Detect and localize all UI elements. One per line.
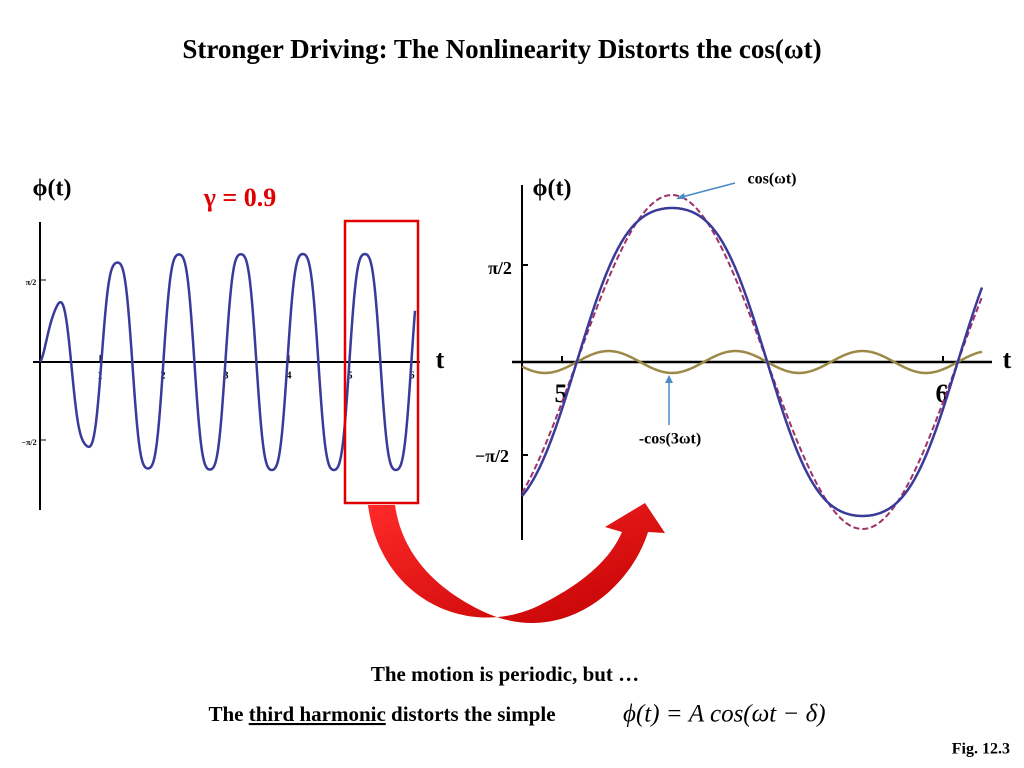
y-tick-label: π/2 (488, 258, 512, 278)
caption-line: The third harmonic distorts the simple (208, 702, 555, 726)
y-label: ϕ(t) (533, 176, 572, 202)
pointer-head (665, 375, 673, 383)
title: Stronger Driving: The Nonlinearity Disto… (182, 34, 821, 64)
figure-label: Fig. 12.3 (952, 741, 1010, 758)
third-harmonic-curve (521, 349, 983, 375)
pointer (677, 182, 736, 199)
y-tick-label: π/2 (26, 278, 37, 287)
x-tick-label: 3 (224, 370, 229, 381)
x-tick-label: 4 (287, 370, 292, 381)
oscillation-curve (38, 252, 417, 472)
highlight-box (343, 219, 420, 505)
y-tick-label: −π/2 (475, 446, 509, 466)
formula: ϕ(t) = A cos(ωt − δ) (623, 701, 826, 728)
y-label: ϕ(t) (33, 176, 72, 202)
motion-curve (521, 206, 984, 518)
x-label: t (1003, 345, 1012, 374)
x-label: t (436, 345, 445, 374)
gamma-label: γ = 0.9 (203, 183, 276, 212)
caption-line: The motion is periodic, but … (371, 662, 639, 686)
caption-underlined: third harmonic (249, 702, 386, 726)
caption-text: The (208, 702, 248, 726)
cosine-curve (521, 194, 983, 530)
zoom-arrow (368, 503, 665, 623)
x-tick-label: 5 (348, 370, 353, 381)
y-tick-label: −π/2 (21, 438, 36, 447)
annotation: cos(ωt) (747, 171, 796, 188)
pointer-head (676, 193, 685, 199)
annotation: -cos(3ωt) (639, 431, 701, 448)
caption-text: distorts the simple (386, 702, 556, 726)
x-tick-label: 6 (410, 370, 415, 381)
